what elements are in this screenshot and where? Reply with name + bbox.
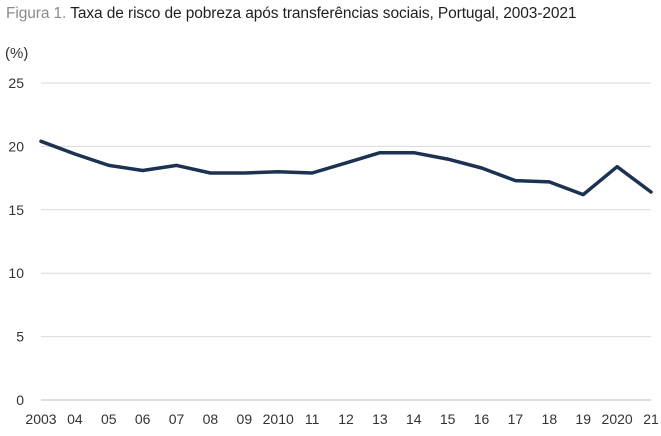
- data-point: [616, 166, 618, 168]
- x-tick-label: 06: [135, 411, 151, 427]
- x-tick-label: 15: [440, 411, 456, 427]
- data-point: [40, 140, 42, 142]
- data-point: [650, 191, 652, 193]
- figure-label: Figura 1.: [6, 5, 67, 22]
- data-point: [514, 180, 516, 182]
- data-point: [277, 171, 279, 173]
- x-tick-label: 08: [203, 411, 219, 427]
- x-tick-label: 14: [406, 411, 422, 427]
- data-point: [548, 181, 550, 183]
- x-tick-label: 11: [305, 411, 320, 427]
- y-tick-label: 5: [16, 329, 24, 345]
- data-point: [311, 172, 313, 174]
- data-point: [481, 167, 483, 169]
- data-point: [243, 172, 245, 174]
- y-tick-label: 0: [16, 392, 24, 408]
- y-tick-label: 15: [8, 202, 24, 218]
- x-tick-label: 2003: [25, 411, 56, 427]
- title-text: Taxa de risco de pobreza após transferên…: [70, 5, 577, 22]
- x-tick-label: 04: [67, 411, 83, 427]
- x-tick-label: 17: [508, 411, 524, 427]
- y-tick-label: 10: [8, 265, 24, 281]
- x-tick-label: 19: [575, 411, 591, 427]
- data-point: [379, 152, 381, 154]
- y-tick-label: 20: [8, 138, 24, 154]
- x-tick-label: 21: [643, 411, 659, 427]
- y-axis-unit: (%): [5, 45, 29, 62]
- data-point: [447, 158, 449, 160]
- data-point: [176, 164, 178, 166]
- data-point: [345, 162, 347, 164]
- x-tick-label: 2010: [263, 411, 294, 427]
- x-tick-label: 16: [474, 411, 490, 427]
- x-tick-label: 09: [237, 411, 253, 427]
- data-point: [413, 152, 415, 154]
- x-tick-label: 07: [169, 411, 185, 427]
- data-point: [108, 164, 110, 166]
- x-tick-label: 13: [372, 411, 388, 427]
- x-tick-label: 05: [101, 411, 117, 427]
- x-tick-label: 12: [338, 411, 354, 427]
- data-point: [74, 153, 76, 155]
- chart-title: Figura 1. Taxa de risco de pobreza após …: [6, 5, 577, 23]
- y-tick-label: 25: [8, 75, 24, 91]
- data-point: [209, 172, 211, 174]
- x-tick-label: 18: [542, 411, 558, 427]
- data-point: [142, 169, 144, 171]
- x-tick-label: 2020: [602, 411, 633, 427]
- series-line: [39, 139, 653, 197]
- data-point: [582, 194, 584, 196]
